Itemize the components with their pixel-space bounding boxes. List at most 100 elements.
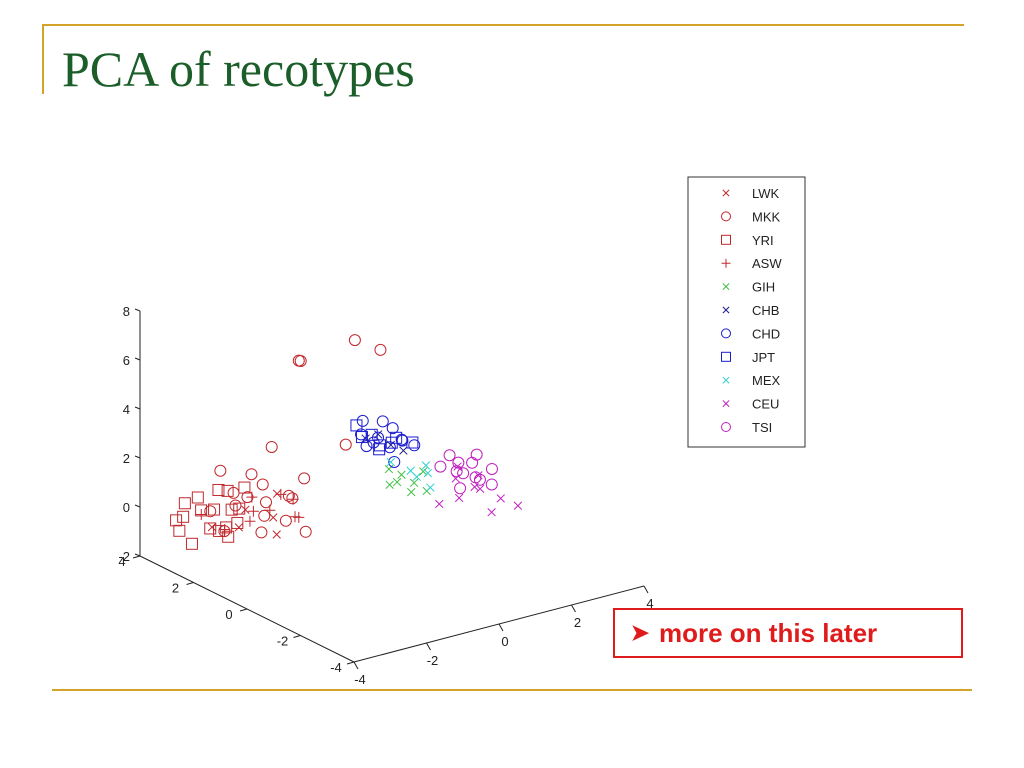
legend-marker-tsi [721, 422, 731, 432]
point-mkk [245, 468, 258, 481]
legend-label-jpt: JPT [752, 350, 775, 365]
point-yri [173, 524, 186, 537]
point-gih [409, 478, 419, 488]
point-tsi [450, 465, 463, 478]
point-yri [220, 521, 233, 534]
legend-label-yri: YRI [752, 233, 774, 248]
point-gih [419, 467, 428, 476]
point-chd [388, 455, 401, 468]
point-gih [407, 487, 416, 497]
z-tick-label: 8 [123, 304, 130, 319]
x-tick-mark [353, 661, 359, 670]
point-yri [177, 510, 190, 523]
point-chd [372, 431, 385, 444]
point-jpt [350, 419, 363, 432]
title-accent-bar [42, 24, 44, 94]
point-lwk [269, 513, 278, 522]
point-mkk [348, 334, 361, 347]
point-chd [408, 439, 421, 452]
point-mkk [286, 492, 299, 505]
legend-marker-chd [721, 328, 731, 339]
point-mkk [258, 509, 271, 522]
x-tick-mark [571, 604, 576, 613]
z-tick-mark [134, 553, 141, 557]
point-yri [231, 516, 244, 529]
arrowhead-bullet-icon: ➤ [630, 620, 650, 645]
point-tsi [443, 449, 456, 462]
legend-marker-yri [721, 234, 731, 245]
z-tick-mark [134, 308, 141, 312]
point-chb [399, 446, 408, 455]
point-mex [423, 468, 433, 478]
point-tsi [470, 448, 483, 461]
point-ceu [487, 507, 496, 517]
point-tsi [434, 460, 447, 473]
x-tick-mark [498, 623, 504, 632]
point-mkk [229, 499, 242, 512]
point-yri [185, 537, 198, 550]
point-lwk [241, 505, 250, 514]
point-ceu [454, 493, 464, 503]
legend-marker-ceu [722, 400, 730, 408]
z-tick-mark [134, 406, 141, 410]
point-jpt [373, 439, 386, 452]
point-jpt [385, 436, 398, 449]
point-asw [246, 491, 258, 503]
legend-label-mkk: MKK [752, 209, 781, 224]
point-gih [392, 477, 402, 487]
x-tick-label: 0 [501, 634, 508, 649]
legend-box [687, 176, 806, 448]
point-tsi [473, 473, 486, 486]
point-ceu [435, 499, 444, 509]
point-asw [247, 505, 259, 517]
z-tick-label: 0 [123, 500, 130, 515]
z-tick-mark [134, 357, 141, 361]
point-yri [221, 484, 234, 497]
y-tick-label: 2 [172, 581, 179, 596]
point-yri [225, 503, 238, 516]
point-lwk [234, 523, 244, 532]
x-tick-label: -4 [354, 672, 366, 687]
point-tsi [485, 462, 498, 475]
point-ceu [475, 484, 485, 493]
y-tick-label: 4 [118, 554, 125, 569]
point-mkk [282, 489, 295, 502]
point-mkk [256, 478, 269, 491]
point-mkk [265, 440, 278, 453]
point-gih [385, 480, 394, 489]
point-chd [376, 415, 389, 428]
point-mkk [339, 438, 352, 451]
point-mkk [255, 526, 268, 539]
point-mkk [374, 343, 387, 356]
point-gih [397, 470, 406, 479]
point-jpt [373, 443, 386, 456]
point-yri [178, 497, 191, 510]
y-tick-mark [239, 608, 248, 612]
point-chd [356, 414, 369, 427]
point-ceu [496, 494, 505, 503]
x-tick-label: -2 [427, 653, 439, 668]
legend-marker-mkk [721, 211, 731, 222]
point-asw [195, 509, 207, 520]
point-asw [264, 504, 276, 516]
note-box: ➤ more on this later [613, 608, 963, 658]
point-mkk [279, 514, 292, 527]
point-mkk [204, 505, 217, 518]
x-tick-label: 2 [574, 615, 581, 630]
x-tick-label: 4 [646, 596, 653, 611]
legend-label-chd: CHD [752, 326, 780, 341]
z-tick-mark [134, 504, 141, 508]
x-tick-mark [426, 642, 431, 651]
bottom-divider [52, 689, 972, 691]
legend-marker-jpt [721, 351, 731, 362]
point-mkk [298, 472, 311, 485]
point-mkk [299, 525, 312, 538]
point-lwk [272, 489, 282, 498]
point-yri [191, 491, 204, 504]
note-text: more on this later [659, 617, 878, 648]
point-jpt [365, 428, 378, 441]
legend-marker-chb [722, 306, 730, 314]
y-tick-mark [293, 635, 301, 638]
point-lwk [272, 530, 281, 539]
